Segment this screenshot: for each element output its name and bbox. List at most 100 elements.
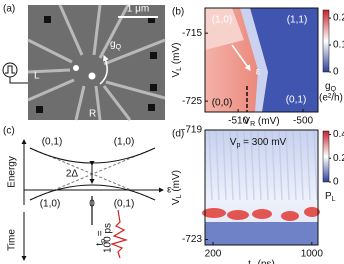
annotation: Vp = 300 mV — [230, 137, 287, 150]
state-label: (0,1) — [114, 199, 135, 210]
x-axis-label-part: R — [250, 121, 255, 128]
gate-label-part: g — [110, 39, 116, 50]
heatmap-image — [257, 129, 262, 201]
scale-bar-label: 1 μm — [127, 4, 149, 15]
pulse-value: 100 ps — [103, 223, 114, 253]
axis-label: Energy — [7, 156, 18, 188]
state-label: (1,0) — [114, 137, 135, 148]
annotation-part: = 300 mV — [240, 137, 286, 148]
annotation-part: V — [230, 137, 237, 148]
heatmap-image — [215, 129, 220, 201]
plot-frame — [204, 7, 319, 113]
y-tick-label: -723 — [182, 234, 202, 245]
colorbar-tick-label: 0.2 — [333, 153, 344, 164]
panel-label: (a) — [3, 4, 15, 15]
annotation: (1,1) — [287, 15, 308, 26]
colorbar — [322, 9, 330, 73]
gap-label: 2Δ — [66, 169, 79, 180]
x-tick-label: 200 — [205, 249, 222, 260]
x-axis-label-part: (ps) — [255, 259, 275, 264]
colorbar-label: gQ — [325, 81, 337, 94]
heatmap — [205, 8, 318, 112]
annotation: ε — [256, 67, 261, 78]
heatmap-image — [250, 8, 318, 112]
panel-label: (b) — [172, 7, 184, 18]
pulse-label: tp = — [95, 230, 108, 245]
heatmap-image — [304, 207, 320, 217]
axis-label: ε — [167, 185, 172, 196]
lead-label: L — [34, 71, 40, 82]
lead-label: R — [89, 109, 96, 120]
x-axis-label-part: t — [248, 259, 251, 264]
state-label: 0 — [89, 199, 95, 210]
state-label: (0,1) — [42, 137, 63, 148]
colorbar-label: PL — [325, 191, 336, 204]
heatmap-image — [227, 210, 249, 220]
annotation: (0,0) — [212, 98, 233, 109]
heatmap-image — [229, 129, 234, 201]
colorbar-tick-label: 0 — [333, 177, 339, 188]
y-axis-label-part: V — [171, 71, 182, 78]
panel-label: (c) — [3, 126, 15, 137]
colorbar-tick-label: 0.2 — [333, 13, 344, 24]
heatmap-image — [306, 129, 311, 201]
annotation-part: p — [236, 142, 240, 149]
heatmap-image — [250, 129, 255, 201]
heatmap-image — [205, 222, 318, 245]
heatmap — [202, 129, 320, 245]
x-tick-label: -510 — [228, 116, 248, 127]
y-axis-label-part: L — [176, 194, 183, 198]
y-tick-label: -725 — [182, 96, 202, 107]
heatmap-image — [271, 129, 276, 201]
gate-label: gQ — [110, 39, 122, 52]
heatmap-image — [281, 211, 299, 221]
panel-label: (d) — [172, 129, 184, 140]
x-axis-label-part: (mV) — [255, 116, 279, 127]
y-axis-label-part: L — [176, 67, 183, 71]
heatmap-image — [278, 129, 283, 201]
heatmap-image — [231, 44, 251, 71]
heatmap-image — [243, 129, 248, 201]
pulse-label-part: = — [95, 230, 106, 239]
x-axis-label-part: V — [243, 116, 250, 127]
axis-label: Time — [7, 229, 18, 251]
heatmap-image — [222, 129, 227, 201]
heatmap-image — [208, 129, 213, 201]
heatmap-image — [205, 8, 244, 50]
sem-image — [2, 4, 166, 121]
colorbar-label-part: Q — [331, 86, 337, 93]
gate-label-part: Q — [116, 44, 122, 51]
energy-diagram — [21, 139, 164, 261]
plot-frame — [204, 129, 319, 246]
pulse-label-part: p — [100, 239, 107, 243]
x-axis-label: VR (mV) — [243, 116, 279, 129]
annotation: (1,0) — [212, 15, 233, 26]
heatmap-image — [240, 8, 268, 112]
annotation: (0,1) — [286, 95, 307, 106]
heatmap-image — [236, 129, 241, 201]
heatmap-image — [299, 129, 304, 201]
y-tick-label: -719 — [182, 125, 202, 136]
heatmap-image — [285, 129, 290, 201]
colorbar-unit: (e²/h) — [319, 93, 343, 104]
x-tick-label: -500 — [293, 116, 313, 127]
heatmap-image — [264, 129, 269, 201]
colorbar-tick-label: 0.4 — [333, 129, 344, 140]
colorbar — [322, 130, 330, 183]
heatmap-image — [252, 209, 272, 219]
colorbar-label-part: g — [325, 81, 331, 92]
y-axis-label-part: V — [171, 198, 182, 205]
heatmap-image — [292, 129, 297, 201]
state-label: (1,0) — [40, 199, 61, 210]
x-tick-label: 1000 — [301, 249, 324, 260]
y-axis-label: VL (mV) — [171, 170, 184, 205]
y-axis-label-part: (mV) — [171, 42, 182, 66]
pulse-label-part: t — [95, 243, 106, 246]
colorbar-label-part: L — [332, 196, 336, 203]
y-tick-label: -715 — [182, 28, 202, 39]
colorbar-tick-label: 0 — [333, 67, 339, 78]
y-axis-label-part: (mV) — [171, 170, 182, 194]
heatmap-image — [313, 129, 318, 201]
y-axis-label: VL (mV) — [171, 42, 184, 77]
